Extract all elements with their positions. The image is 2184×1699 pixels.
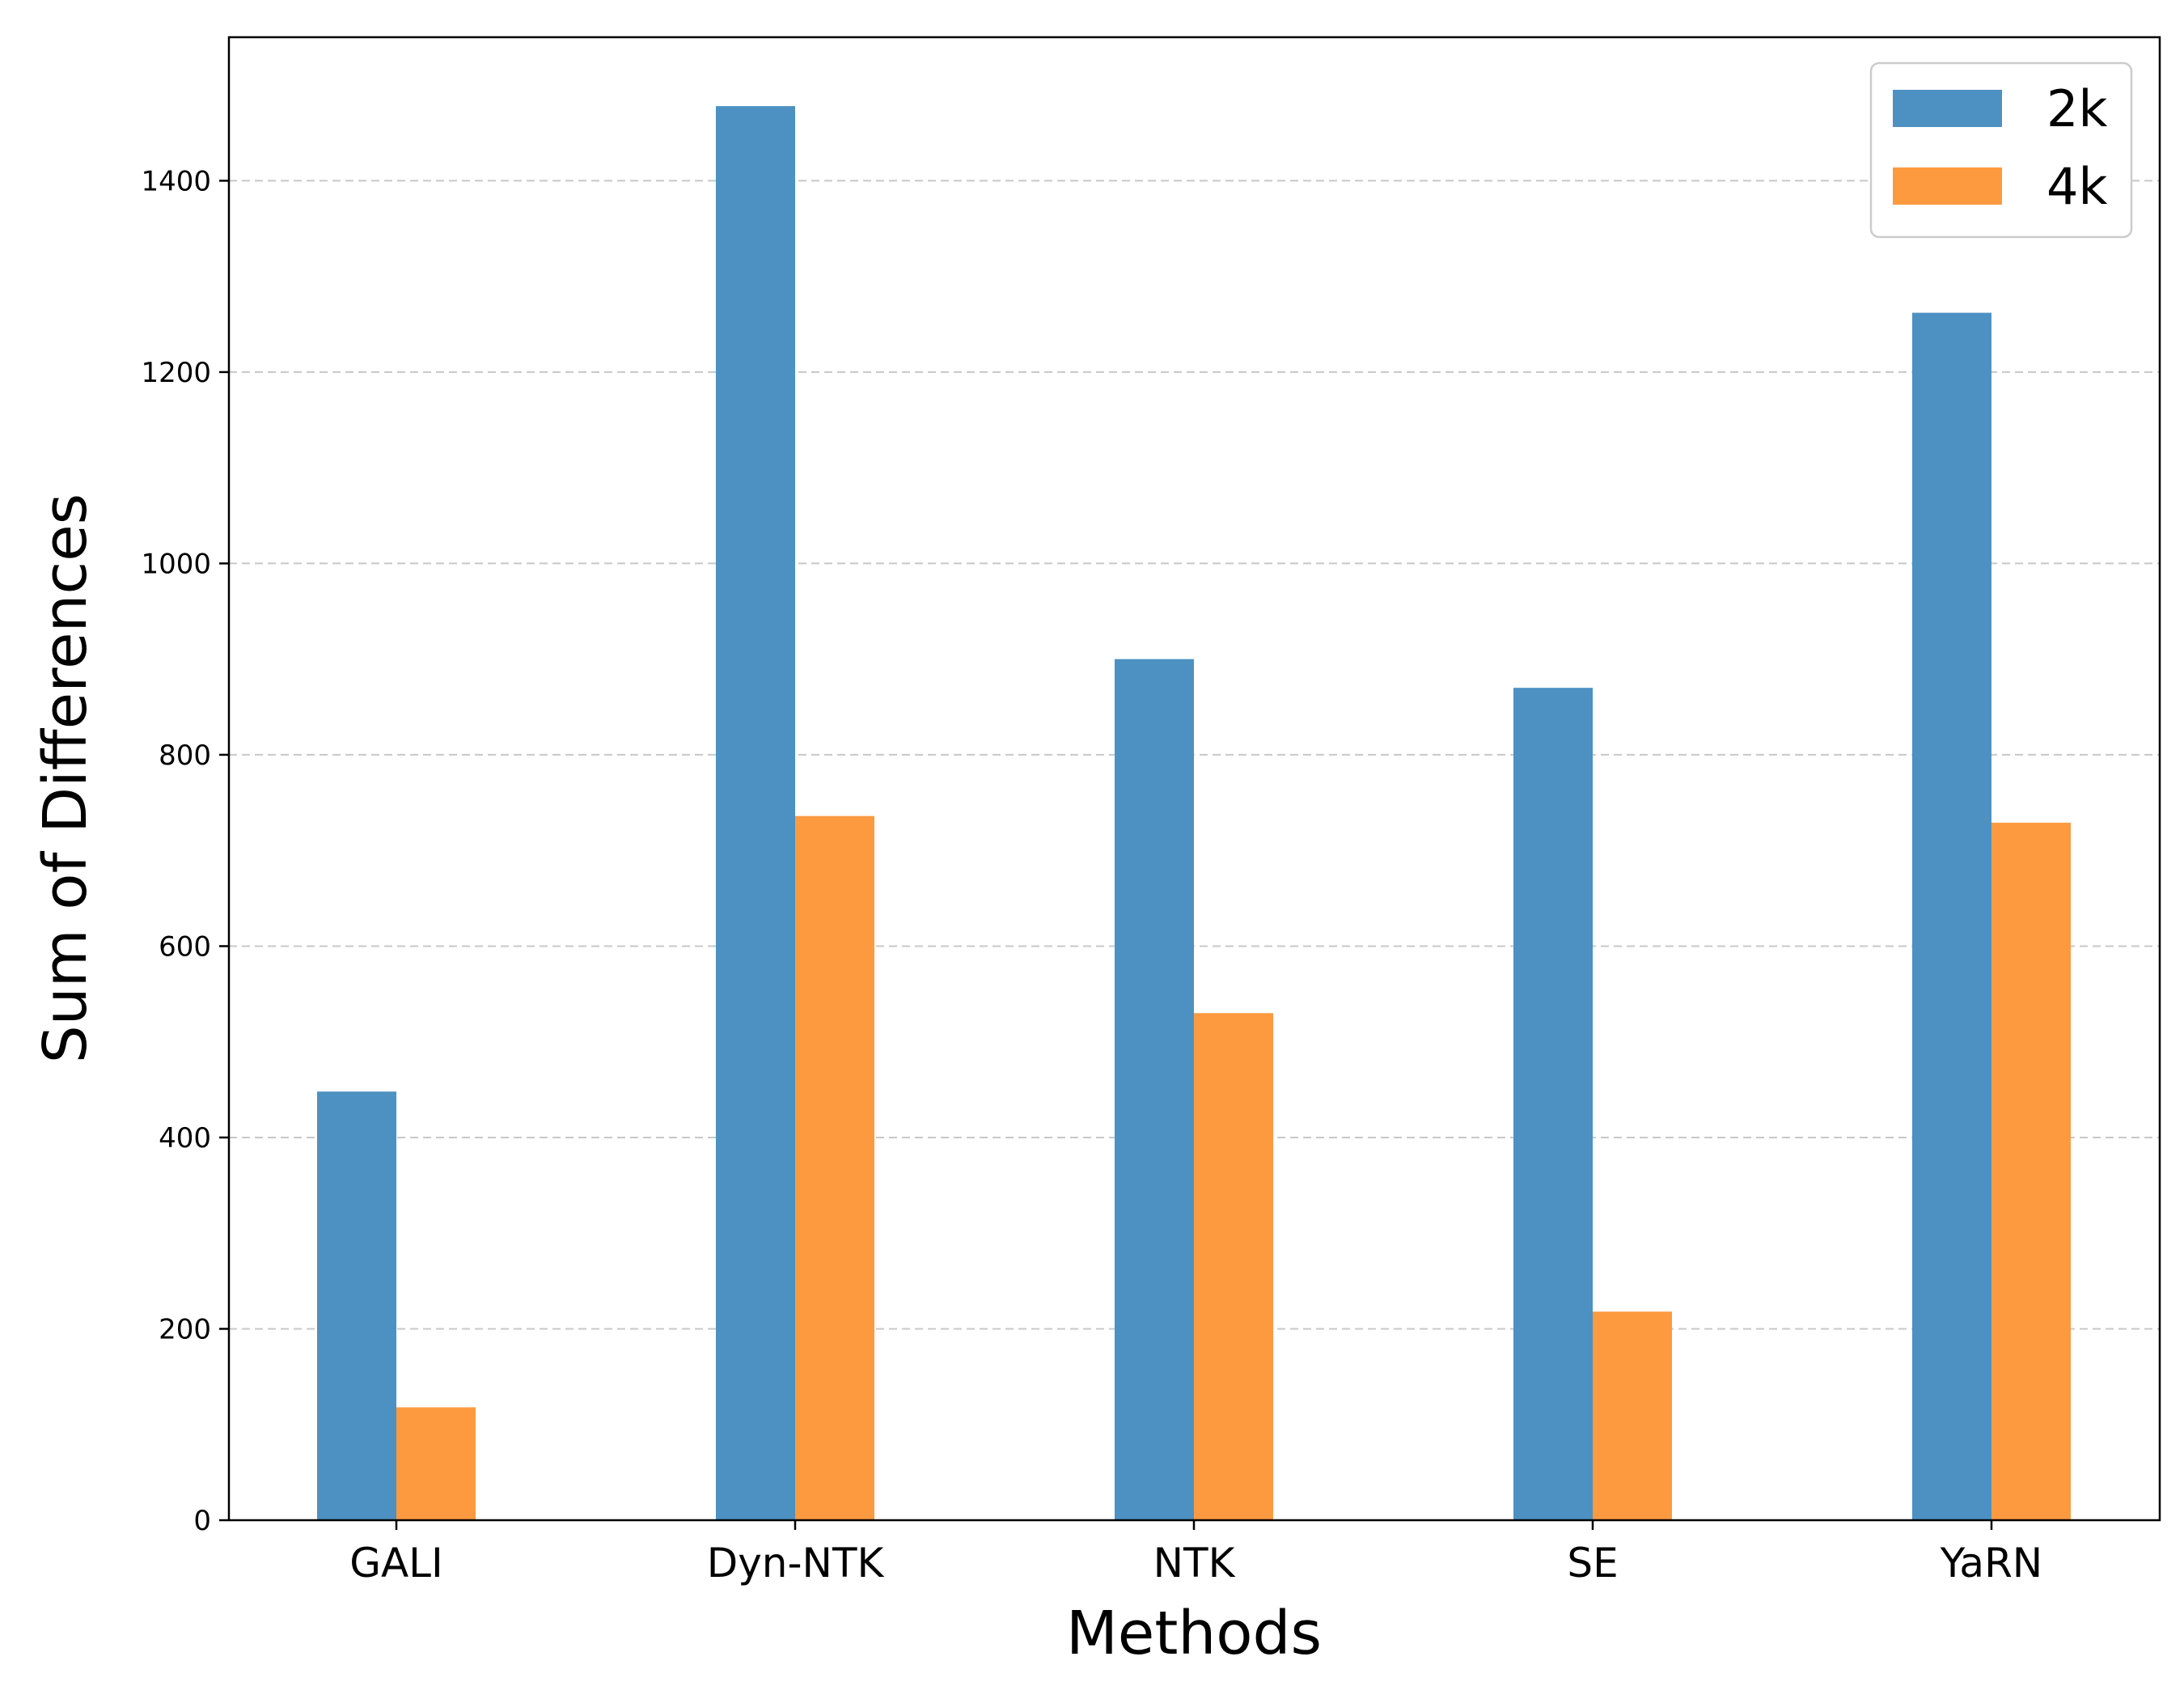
y-tick-label: 1200	[141, 357, 211, 389]
x-tick-label: Dyn-NTK	[707, 1540, 885, 1587]
y-tick-label: 1400	[141, 165, 211, 197]
x-tick-label: YaRN	[1940, 1540, 2042, 1587]
y-tick-label: 1000	[141, 548, 211, 580]
bar-4k-Dyn-NTK	[795, 816, 874, 1520]
x-tick-label: NTK	[1153, 1540, 1236, 1587]
y-tick-label: 400	[159, 1122, 211, 1155]
bar-2k-NTK	[1115, 659, 1194, 1520]
bar-2k-SE	[1513, 688, 1593, 1521]
x-tick-label: GALI	[349, 1540, 443, 1587]
x-tick-label: SE	[1567, 1540, 1618, 1587]
y-tick-label: 600	[159, 930, 211, 963]
bar-4k-SE	[1593, 1311, 1672, 1520]
bars	[317, 106, 2071, 1521]
y-tick-label: 0	[193, 1505, 211, 1537]
bar-4k-YaRN	[1991, 822, 2071, 1520]
legend-swatch-2k	[1893, 90, 2002, 127]
legend-label-4k: 4k	[2046, 157, 2107, 216]
y-axis-title: Sum of Differences	[31, 494, 100, 1063]
y-axis-ticks: 0 200 400 600 800 1000 1200 1400	[141, 165, 229, 1537]
y-tick-label: 800	[159, 739, 211, 772]
bar-2k-YaRN	[1912, 312, 1991, 1520]
legend-label-2k: 2k	[2046, 79, 2107, 138]
bar-4k-GALI	[396, 1407, 476, 1520]
legend-swatch-4k	[1893, 167, 2002, 205]
bar-4k-NTK	[1194, 1013, 1273, 1520]
y-tick-label: 200	[159, 1313, 211, 1345]
x-axis-ticks: GALI Dyn-NTK NTK SE YaRN	[349, 1520, 2042, 1587]
x-axis-title: Methods	[1066, 1599, 1322, 1668]
bar-2k-Dyn-NTK	[716, 106, 795, 1521]
bar-2k-GALI	[317, 1091, 396, 1520]
